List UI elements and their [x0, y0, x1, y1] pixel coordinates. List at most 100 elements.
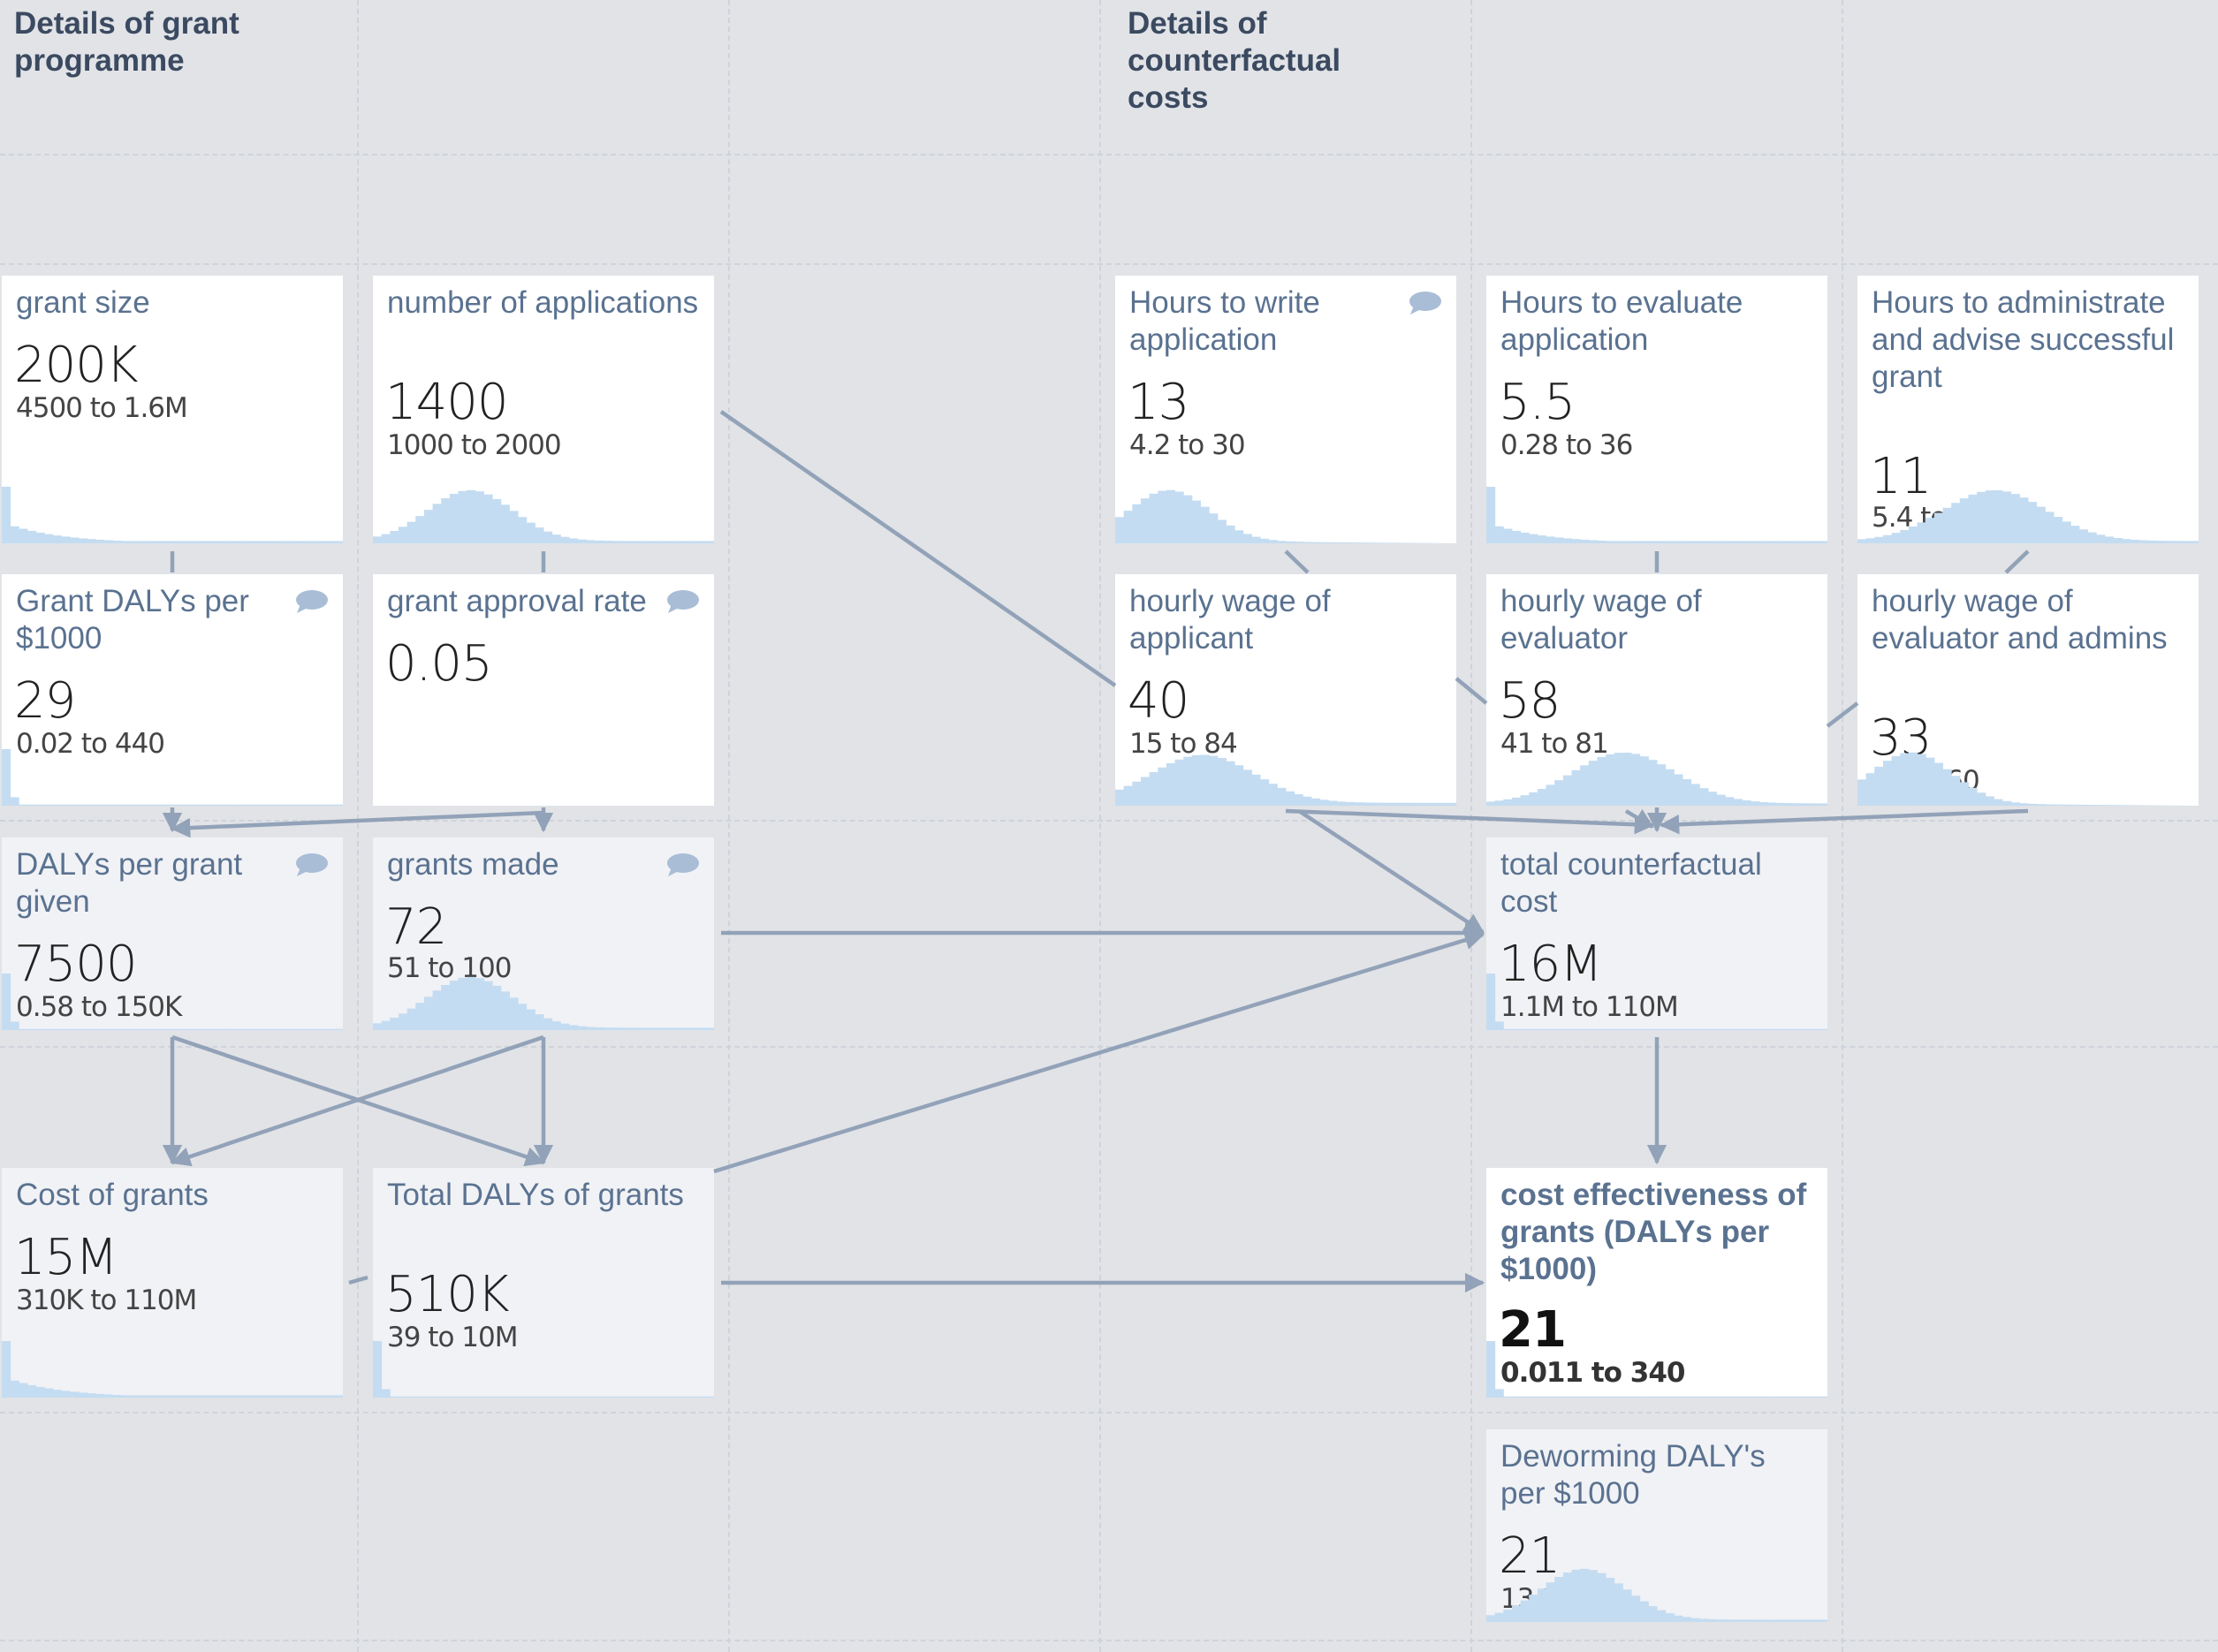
histogram-bar	[189, 804, 199, 806]
histogram-bar	[2155, 541, 2165, 543]
histogram-bar	[1546, 536, 1555, 543]
comment-icon[interactable]	[1407, 290, 1442, 316]
histogram-bar	[1606, 754, 1615, 806]
histogram-bars	[1857, 752, 2191, 806]
histogram-bar	[2181, 541, 2191, 543]
histogram-bar	[1917, 754, 1926, 806]
histogram-bar	[155, 1028, 164, 1030]
comment-icon[interactable]	[293, 588, 329, 615]
node-hourly-wage-evaluator-admins[interactable]: hourly wage of evaluator and admins 33 1…	[1857, 574, 2199, 806]
histogram-bar	[423, 1396, 434, 1398]
histogram-bar	[619, 1027, 629, 1030]
node-grant-dalys-per-1000[interactable]: Grant DALYs per $1000 29 0.02 to 440	[2, 574, 343, 806]
histogram-bar	[1674, 1615, 1683, 1622]
histogram-bar	[1597, 756, 1607, 806]
histogram-bar	[78, 804, 87, 806]
histogram-bar	[206, 541, 216, 543]
grid-row-line	[0, 1412, 2218, 1413]
histogram-bar	[645, 541, 655, 543]
histogram-bar	[1882, 761, 1893, 806]
node-hourly-wage-applicant[interactable]: hourly wage of applicant 40 15 to 84	[1115, 574, 1456, 806]
histogram-bar	[163, 541, 173, 543]
node-dalys-per-grant-given[interactable]: DALYs per grant given 7500 0.58 to 150K	[2, 837, 343, 1030]
histogram-bars	[1115, 754, 1456, 806]
histogram-bar	[1614, 1396, 1623, 1398]
histogram-bar	[1546, 1028, 1555, 1030]
node-range: 4.2 to 30	[1129, 429, 1246, 461]
comment-icon[interactable]	[293, 852, 329, 878]
histogram-bar	[2070, 526, 2080, 543]
histogram-bar	[35, 804, 45, 806]
histogram-bar	[1802, 1619, 1812, 1622]
histogram-bar	[2002, 800, 2012, 806]
node-cost-effectiveness[interactable]: cost effectiveness of grants (DALYs per …	[1486, 1168, 1827, 1398]
histogram-bar	[10, 526, 19, 543]
histogram-bar	[551, 1396, 561, 1398]
histogram-bar	[1631, 1396, 1641, 1398]
histogram-bar	[1810, 1028, 1819, 1030]
histogram-bar	[1606, 1396, 1615, 1398]
node-number-of-applications[interactable]: number of applications 1400 1000 to 2000	[373, 276, 714, 543]
histogram-bar	[1486, 801, 1496, 806]
histogram-bar	[1810, 1619, 1819, 1622]
histogram-bar	[257, 1395, 267, 1398]
comment-icon[interactable]	[665, 852, 700, 878]
node-range: 41 to 81	[1500, 728, 1609, 760]
edge	[719, 410, 1117, 687]
histogram-bar	[1537, 1588, 1547, 1622]
node-grant-approval-rate[interactable]: grant approval rate 0.05	[373, 574, 714, 806]
node-grant-size[interactable]: grant size 200K 4500 to 1.6M	[2, 276, 343, 543]
histogram-bar	[1503, 528, 1513, 543]
node-hourly-wage-evaluator[interactable]: hourly wage of evaluator 58 41 to 81	[1486, 574, 1827, 806]
histogram-bar	[1908, 752, 1918, 806]
comment-icon[interactable]	[665, 588, 700, 615]
histogram-bar	[103, 1394, 113, 1398]
histogram-bar	[449, 493, 459, 543]
histogram-bar	[1431, 802, 1440, 806]
histogram-bar	[308, 1028, 318, 1030]
node-hours-to-write-application[interactable]: Hours to write application 13 4.2 to 30	[1115, 276, 1456, 543]
histogram-bar	[197, 541, 208, 543]
histogram-bar	[1725, 797, 1735, 806]
histogram	[2, 487, 343, 543]
histogram-bar	[1537, 1028, 1547, 1030]
histogram-bar	[560, 1396, 570, 1398]
histogram-bar	[483, 1396, 493, 1398]
node-hours-to-administrate[interactable]: Hours to administrate and advise success…	[1857, 276, 2199, 543]
node-range: 39 to 10M	[387, 1322, 518, 1353]
histogram-bar	[2164, 541, 2174, 543]
histogram-bar	[1191, 500, 1201, 543]
histogram-bar	[1166, 489, 1176, 543]
histogram-bar	[172, 1028, 182, 1030]
node-grants-made[interactable]: grants made 72 51 to 100	[373, 837, 714, 1030]
histogram-bar	[390, 530, 399, 543]
histogram-bar	[1614, 1583, 1623, 1622]
histogram-bar	[637, 541, 647, 543]
node-deworming-dalys[interactable]: Deworming DALY's per $1000 21 13 to 34	[1486, 1429, 1827, 1622]
histogram-bar	[1562, 1028, 1572, 1030]
histogram-bar	[138, 1028, 148, 1030]
edge	[1297, 809, 1485, 934]
node-hours-to-evaluate-application[interactable]: Hours to evaluate application 5.5 0.28 t…	[1486, 276, 1827, 543]
histogram-bar	[87, 539, 96, 543]
histogram-bar	[155, 1395, 164, 1398]
histogram-bar	[1562, 1572, 1572, 1622]
histogram-bars	[1115, 489, 1448, 543]
histogram-bar	[663, 1027, 672, 1030]
histogram-bar	[1716, 1619, 1726, 1622]
histogram-bar	[449, 980, 459, 1030]
node-total-counterfactual-cost[interactable]: total counterfactual cost 16M 1.1M to 11…	[1486, 837, 1827, 1030]
histogram	[1486, 487, 1827, 543]
histogram-bar	[1251, 774, 1261, 806]
histogram-bar	[1648, 1606, 1658, 1622]
node-cost-of-grants[interactable]: Cost of grants 15M 310K to 110M	[2, 1168, 343, 1398]
histogram-bar	[308, 541, 318, 543]
histogram-bar	[27, 804, 37, 806]
histogram-bar	[1234, 765, 1244, 806]
histogram-bar	[223, 1028, 233, 1030]
node-title: cost effectiveness of grants (DALYs per …	[1500, 1178, 1807, 1286]
histogram-bar	[1622, 1028, 1632, 1030]
histogram-bar	[172, 1395, 182, 1398]
histogram-bar	[1571, 539, 1581, 543]
node-total-dalys-of-grants[interactable]: Total DALYs of grants 510K 39 to 10M	[373, 1168, 714, 1398]
